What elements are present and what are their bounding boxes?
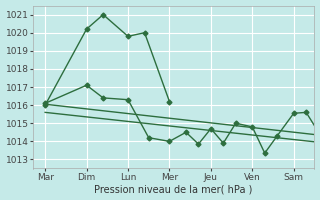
X-axis label: Pression niveau de la mer( hPa ): Pression niveau de la mer( hPa ) — [94, 184, 253, 194]
